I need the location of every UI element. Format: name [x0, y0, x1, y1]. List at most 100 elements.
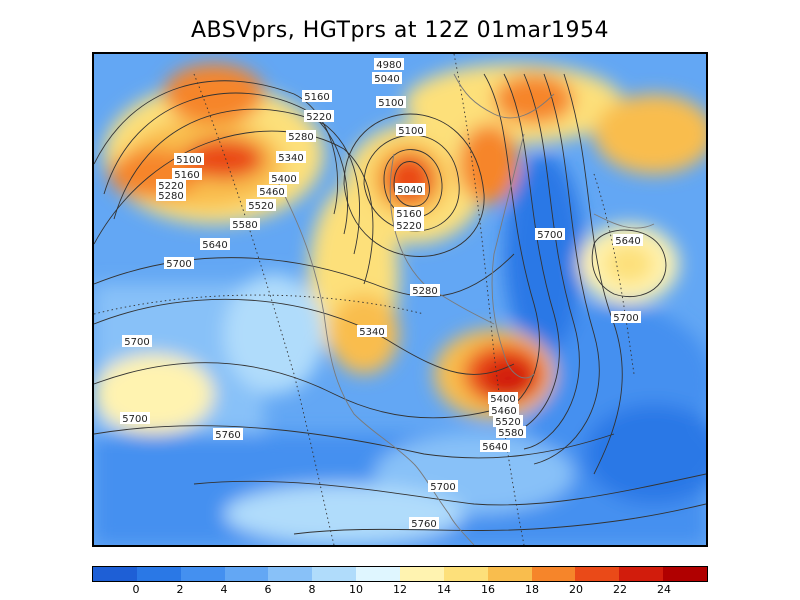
coastlines [273, 73, 655, 545]
colorbar-segment [663, 567, 708, 581]
contour-label: 5760 [213, 428, 243, 441]
svg-text:5400: 5400 [490, 394, 515, 405]
colorbar-tick-label: 0 [132, 583, 140, 596]
colorbar-labels: 0 2 4 6 8 10 12 14 16 18 20 22 24 [92, 583, 708, 597]
svg-text:5400: 5400 [271, 174, 296, 185]
contour-label: 5700 [120, 412, 150, 425]
contour-label: 5700 [535, 228, 565, 241]
svg-text:5760: 5760 [215, 430, 240, 441]
svg-text:5700: 5700 [537, 230, 562, 241]
contour-label: 5640 [200, 238, 230, 251]
contour-label: 5400 [488, 392, 518, 405]
contour-label: 5460 [489, 404, 519, 417]
colorbar-tick-label: 2 [176, 583, 184, 596]
svg-text:5220: 5220 [158, 181, 183, 192]
colorbar-tick-label: 18 [525, 583, 539, 596]
contour-label: 5640 [613, 234, 643, 247]
contour-label: 5160 [172, 168, 202, 181]
colorbar [92, 566, 708, 582]
svg-text:5100: 5100 [398, 126, 423, 137]
svg-text:5100: 5100 [176, 155, 201, 166]
colorbar-tick-label: 6 [264, 583, 272, 596]
dotted-lines [94, 54, 635, 545]
contour-label: 5040 [372, 72, 402, 85]
contour-label: 5340 [276, 151, 306, 164]
contour-label: 5100 [396, 124, 426, 137]
colorbar-segment [356, 567, 401, 581]
contour-label: 5400 [269, 172, 299, 185]
svg-text:5220: 5220 [306, 112, 331, 123]
svg-text:5220: 5220 [396, 221, 421, 232]
contour-label: 5700 [122, 335, 152, 348]
colorbar-segment [619, 567, 664, 581]
svg-text:5160: 5160 [396, 209, 421, 220]
contour-label: 5160 [394, 207, 424, 220]
svg-text:5580: 5580 [498, 428, 523, 439]
svg-text:5700: 5700 [166, 259, 191, 270]
colorbar-segment [180, 567, 225, 581]
svg-text:5040: 5040 [397, 185, 422, 196]
svg-text:5340: 5340 [278, 153, 303, 164]
contour-label: 5580 [496, 426, 526, 439]
svg-text:5100: 5100 [378, 98, 403, 109]
svg-text:5460: 5460 [259, 187, 284, 198]
colorbar-segment [93, 567, 137, 581]
contour-label: 5160 [302, 90, 332, 103]
svg-text:5280: 5280 [158, 191, 183, 202]
contour-label: 5640 [480, 440, 510, 453]
colorbar-segment [312, 567, 357, 581]
contour-label: 5700 [428, 480, 458, 493]
svg-text:5280: 5280 [288, 132, 313, 143]
svg-text:5640: 5640 [615, 236, 640, 247]
svg-text:5340: 5340 [359, 327, 384, 338]
height-contours [94, 73, 706, 535]
contour-label: 5700 [611, 311, 641, 324]
svg-text:5460: 5460 [491, 406, 516, 417]
contour-label: 5220 [394, 219, 424, 232]
contour-label: 5100 [174, 153, 204, 166]
colorbar-tick-label: 10 [349, 583, 363, 596]
contour-label: 5280 [286, 130, 316, 143]
colorbar-segment [575, 567, 620, 581]
svg-text:5040: 5040 [374, 74, 399, 85]
contour-label: 5520 [246, 199, 276, 212]
contour-label: 5100 [376, 96, 406, 109]
svg-text:5760: 5760 [411, 519, 436, 530]
map-plot: 4980 5040 5100 5160 5220 5280 5100 5160 … [94, 54, 706, 545]
svg-text:5160: 5160 [174, 170, 199, 181]
svg-text:5580: 5580 [232, 220, 257, 231]
svg-text:5700: 5700 [122, 414, 147, 425]
svg-text:5700: 5700 [124, 337, 149, 348]
contour-label: 5280 [156, 189, 186, 202]
colorbar-tick-label: 16 [481, 583, 495, 596]
contour-label: 5040 [395, 183, 425, 196]
contour-labels: 4980 5040 5100 5160 5220 5280 5100 5160 … [120, 58, 643, 530]
contour-label: 5280 [410, 284, 440, 297]
colorbar-tick-label: 12 [393, 583, 407, 596]
colorbar-tick-label: 8 [308, 583, 316, 596]
contour-label: 5580 [230, 218, 260, 231]
contour-label: 5220 [156, 179, 186, 192]
contour-label: 5460 [257, 185, 287, 198]
colorbar-tick-label: 22 [613, 583, 627, 596]
contour-label: 5340 [357, 325, 387, 338]
map-panel: 4980 5040 5100 5160 5220 5280 5100 5160 … [92, 52, 708, 547]
colorbar-tick-label: 20 [569, 583, 583, 596]
contour-label: 5760 [409, 517, 439, 530]
colorbar-segment [400, 567, 444, 581]
colorbar-segment [531, 567, 576, 581]
contour-label: 5700 [164, 257, 194, 270]
colorbar-segment [487, 567, 532, 581]
colorbar-tick-label: 24 [657, 583, 671, 596]
colorbar-segment [268, 567, 313, 581]
svg-text:5280: 5280 [412, 286, 437, 297]
svg-text:5160: 5160 [304, 92, 329, 103]
colorbar-tick-label: 4 [220, 583, 228, 596]
svg-text:5640: 5640 [202, 240, 227, 251]
colorbar-segment [443, 567, 488, 581]
svg-text:5520: 5520 [248, 201, 273, 212]
contour-label: 4980 [374, 58, 404, 71]
svg-text:5640: 5640 [482, 442, 507, 453]
colorbar-segment [136, 567, 181, 581]
map-title: ABSVprs, HGTprs at 12Z 01mar1954 [190, 18, 610, 43]
